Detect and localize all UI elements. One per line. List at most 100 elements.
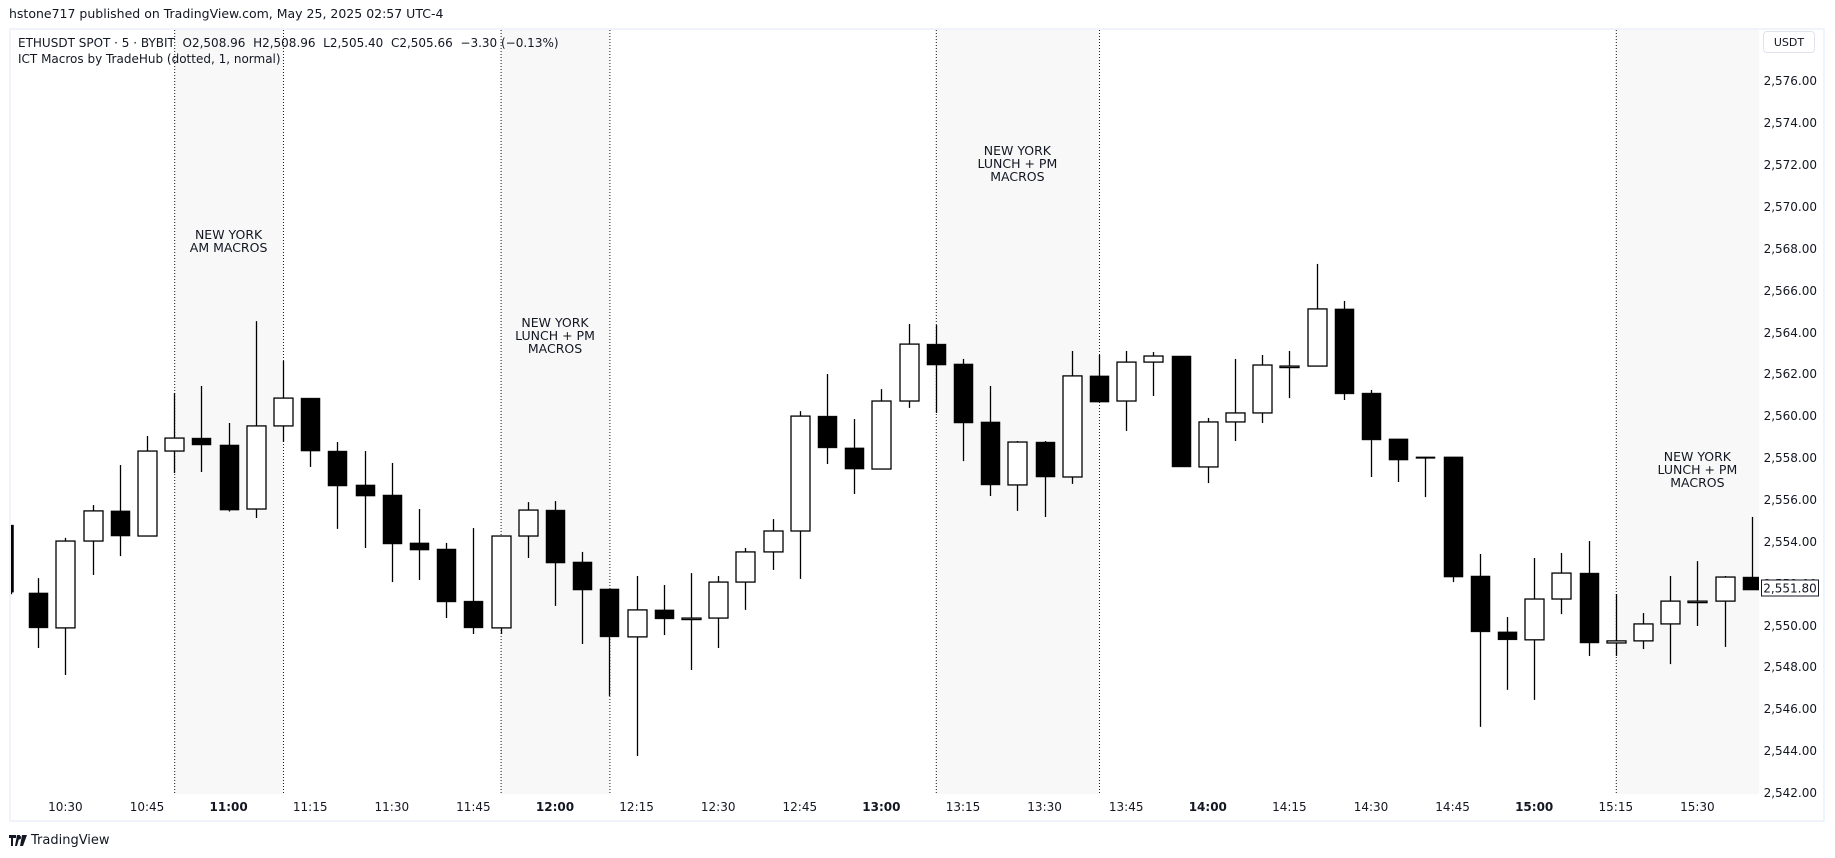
candle xyxy=(191,385,212,472)
price-tick-label: 2,568.00 xyxy=(1763,241,1817,256)
candle xyxy=(1279,350,1300,399)
price-tick-label: 2,562.00 xyxy=(1763,367,1817,382)
price-tick-label: 2,554.00 xyxy=(1763,534,1817,549)
candle xyxy=(790,411,811,579)
price-tick-label: 2,560.00 xyxy=(1763,409,1817,424)
currency-button[interactable]: USDT xyxy=(1763,31,1815,53)
brand-name: TradingView xyxy=(31,833,110,848)
candle xyxy=(137,435,158,537)
candle xyxy=(763,519,784,570)
price-tick-label: 2,572.00 xyxy=(1763,158,1817,173)
candle xyxy=(246,321,267,519)
ohlc-change: −3.30 (−0.13%) xyxy=(460,36,559,50)
candle xyxy=(1579,541,1600,656)
macro-window-label: NEW YORK LUNCH + PM MACROS xyxy=(1657,448,1738,490)
candle xyxy=(382,462,403,583)
price-tick-label: 2,546.00 xyxy=(1763,702,1817,717)
candle xyxy=(1225,358,1246,441)
macro-window-shade xyxy=(500,30,610,794)
candle xyxy=(817,374,838,465)
candle xyxy=(83,505,104,575)
candle xyxy=(1715,575,1736,647)
candle xyxy=(1171,355,1192,468)
candle xyxy=(1687,561,1708,627)
chart-legend: ETHUSDT SPOT · 5 · BYBIT O2,508.96 H2,50… xyxy=(18,35,559,67)
macro-window-label: NEW YORK AM MACROS xyxy=(189,226,268,255)
candle xyxy=(436,542,457,619)
candle xyxy=(1524,557,1545,700)
candle xyxy=(1551,552,1572,615)
candle xyxy=(1062,350,1083,484)
candle xyxy=(1633,613,1654,650)
time-tick-label: 13:15 xyxy=(945,800,981,814)
time-tick-label: 10:30 xyxy=(48,800,83,814)
candle xyxy=(1116,350,1137,431)
macro-window-label: NEW YORK LUNCH + PM MACROS xyxy=(977,143,1058,185)
price-tick-label: 2,556.00 xyxy=(1763,493,1817,508)
tradingview-logo-icon xyxy=(9,835,27,846)
macro-window-shade xyxy=(1615,30,1759,794)
time-tick-label: 14:00 xyxy=(1188,800,1227,814)
price-tick-label: 2,570.00 xyxy=(1763,200,1817,214)
candle xyxy=(518,502,539,558)
time-tick-label: 14:15 xyxy=(1272,800,1307,814)
chart-pane[interactable] xyxy=(11,30,1759,794)
candle xyxy=(1361,389,1382,477)
candle xyxy=(627,575,648,756)
candle xyxy=(572,551,593,645)
time-tick-label: 15:30 xyxy=(1680,800,1715,814)
symbol-info[interactable]: ETHUSDT SPOT · 5 · BYBIT xyxy=(18,36,175,50)
candle xyxy=(1606,593,1627,656)
ohlc-open: O2,508.96 xyxy=(182,36,246,50)
candle xyxy=(1089,354,1110,403)
price-tick-label: 2,576.00 xyxy=(1763,74,1817,89)
time-tick-label: 14:45 xyxy=(1435,800,1470,814)
candle xyxy=(953,358,974,462)
candle xyxy=(1742,516,1759,591)
candle xyxy=(735,547,756,610)
time-tick-label: 11:15 xyxy=(292,800,328,814)
time-tick-label: 11:00 xyxy=(209,800,248,814)
ohlc-close: C2,505.66 xyxy=(390,36,453,50)
time-axis[interactable]: 10:30 10:45 11:00 11:15 11:30 11:45 12:00 12:15… xyxy=(11,794,1759,820)
time-tick-label: 13:30 xyxy=(1027,800,1062,814)
candle xyxy=(926,325,947,413)
candle xyxy=(219,422,240,512)
candle xyxy=(273,361,294,443)
candle xyxy=(1307,263,1328,367)
candle xyxy=(1660,575,1681,665)
time-tick-label: 11:45 xyxy=(456,800,491,814)
candle xyxy=(355,451,376,548)
candle xyxy=(463,528,484,634)
last-price-tag: 2,551.80 xyxy=(1761,579,1819,597)
ohlc-low: L2,505.40 xyxy=(323,36,384,50)
candle xyxy=(1497,617,1518,690)
candle xyxy=(110,465,131,557)
candle xyxy=(871,389,892,470)
candle xyxy=(1035,440,1056,517)
candle xyxy=(409,509,430,580)
ohlc-high: H2,508.96 xyxy=(253,36,316,50)
footer-brand[interactable]: TradingView xyxy=(9,833,110,848)
candle xyxy=(11,524,14,595)
time-tick-label: 12:00 xyxy=(535,800,575,814)
candle xyxy=(491,535,512,634)
time-tick-label: 12:45 xyxy=(782,800,818,814)
price-tick-label: 2,566.00 xyxy=(1763,283,1817,298)
publish-info: hstone717 published on TradingView.com, … xyxy=(9,6,444,21)
macro-window-label: NEW YORK LUNCH + PM MACROS xyxy=(515,314,595,356)
candle xyxy=(681,573,702,670)
candle xyxy=(1470,554,1491,727)
indicator-label[interactable]: ICT Macros by TradeHub (dotted, 1, norma… xyxy=(18,52,281,66)
price-tick-label: 2,548.00 xyxy=(1763,660,1817,675)
time-tick-label: 13:00 xyxy=(862,800,901,814)
time-tick-label: 11:30 xyxy=(374,800,410,814)
candle xyxy=(55,537,76,675)
candle xyxy=(980,385,1001,497)
candlestick-chart xyxy=(11,30,1759,794)
time-tick-label: 15:15 xyxy=(1598,800,1634,814)
time-tick-label: 14:30 xyxy=(1353,800,1389,814)
candle xyxy=(654,584,675,636)
candle xyxy=(1415,456,1436,498)
price-axis[interactable]: 2,542.00 2,544.00 2,546.00 2,548.00 2,550.00… xyxy=(1759,30,1823,800)
